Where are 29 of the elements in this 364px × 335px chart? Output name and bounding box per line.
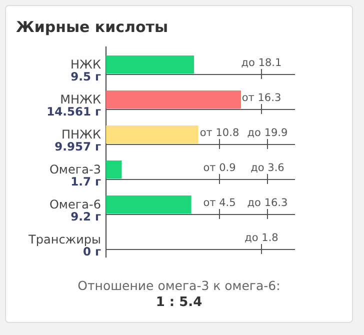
bar (106, 160, 122, 178)
annotation: от 0.9 (203, 162, 236, 174)
data-label: 0 г (82, 244, 101, 258)
annotation: от 4.5 (203, 197, 236, 210)
y-tick-label: Трансжиры (28, 232, 101, 247)
bar (106, 126, 198, 144)
data-label: 9.5 г (70, 69, 101, 84)
bar (106, 56, 194, 74)
text: до 18.1 (241, 57, 282, 70)
text: Отношение омега-3 к омега-6: (76, 278, 282, 294)
data-label: 9.957 г (54, 139, 101, 154)
y-tick-label: Омега-3 (49, 162, 101, 177)
y-tick-label: НЖК (70, 58, 102, 72)
text: от 16.3 (242, 92, 282, 104)
data-label: 14.561 г (46, 104, 101, 118)
annotation: от 10.8 (200, 127, 240, 140)
text: до 3.6 (250, 162, 285, 174)
text: до 19.9 (247, 127, 288, 140)
chart-title: Жирные кислоты (16, 18, 168, 36)
data-label: 1.7 г (70, 174, 101, 188)
bar (106, 196, 192, 214)
y-tick-label: ПНЖК (62, 128, 102, 142)
data-label: 9.2 г (70, 209, 101, 224)
text: до 16.3 (247, 197, 288, 210)
bar (106, 90, 241, 108)
y-tick-label: Омега-6 (49, 198, 101, 212)
text: 1 : 5.4 (156, 295, 202, 310)
text: до 1.8 (244, 232, 278, 244)
y-tick-label: МНЖК (60, 92, 102, 107)
